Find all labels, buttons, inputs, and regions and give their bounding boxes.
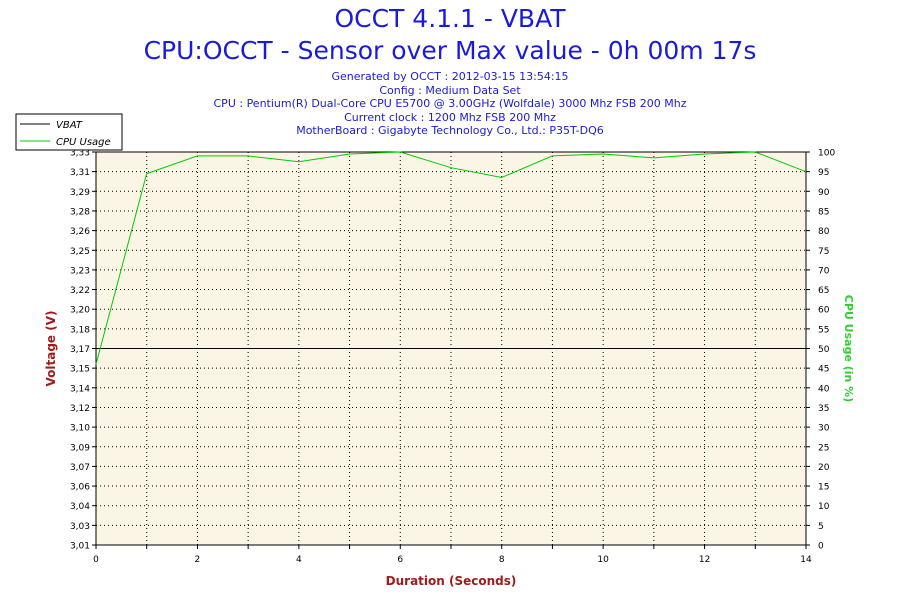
y-tick-label-right: 75 <box>818 247 829 257</box>
y-tick-label-right: 40 <box>818 384 830 394</box>
y-tick-label-left: 3,07 <box>70 463 90 473</box>
x-tick-label: 12 <box>699 555 710 565</box>
y-tick-label-left: 3,31 <box>70 168 90 178</box>
y-tick-label-left: 3,04 <box>70 502 90 512</box>
y-tick-label-right: 25 <box>818 443 829 453</box>
y-tick-label-left: 3,33 <box>70 149 90 159</box>
y-tick-label-right: 60 <box>818 306 830 316</box>
y-tick-label-right: 45 <box>818 365 829 375</box>
y-tick-label-right: 70 <box>818 266 830 276</box>
y-tick-label-left: 3,17 <box>70 345 90 355</box>
legend-label: CPU Usage <box>56 137 111 148</box>
y-tick-label-left: 3,14 <box>70 384 90 394</box>
series-line-cpu-usage <box>95 151 807 365</box>
x-tick-label: 2 <box>195 555 201 565</box>
x-tick-label: 4 <box>296 555 302 565</box>
y-tick-label-right: 95 <box>818 168 829 178</box>
y-tick-label-right: 55 <box>818 325 829 335</box>
y-tick-label-left: 3,25 <box>70 247 90 257</box>
y-tick-label-left: 3,09 <box>70 443 90 453</box>
legend-label: VBAT <box>56 120 83 131</box>
y-tick-label-right: 0 <box>818 542 824 552</box>
x-tick-label: 14 <box>800 555 812 565</box>
y-tick-label-left: 3,03 <box>70 522 90 532</box>
x-tick-label: 6 <box>397 555 403 565</box>
y-tick-label-right: 80 <box>818 227 830 237</box>
y-tick-label-left: 3,01 <box>70 542 90 552</box>
y-tick-label-right: 30 <box>818 424 830 434</box>
info-motherboard: MotherBoard : Gigabyte Technology Co., L… <box>296 124 604 137</box>
y-tick-label-right: 35 <box>818 404 829 414</box>
y-tick-label-right: 65 <box>818 286 829 296</box>
y-tick-label-left: 3,20 <box>70 306 90 316</box>
info-config: Config : Medium Data Set <box>379 83 521 97</box>
y-tick-label-left: 3,22 <box>70 286 90 296</box>
y-tick-label-left: 3,12 <box>70 404 90 414</box>
x-tick-label: 0 <box>93 555 99 565</box>
y-tick-label-right: 5 <box>818 522 824 532</box>
chart-title: OCCT 4.1.1 - VBAT <box>334 4 566 33</box>
legend-box <box>15 113 123 151</box>
y-tick-label-right: 10 <box>818 502 830 512</box>
y-tick-label-left: 3,29 <box>70 188 90 198</box>
y-tick-label-right: 50 <box>818 345 830 355</box>
y-tick-label-right: 85 <box>818 207 829 217</box>
y-tick-label-left: 3,26 <box>70 227 90 237</box>
info-cpu: CPU : Pentium(R) Dual-Core CPU E5700 @ 3… <box>213 97 687 110</box>
y-tick-label-left: 3,23 <box>70 266 90 276</box>
y-tick-label-left: 3,18 <box>70 325 90 335</box>
y-tick-label-left: 3,06 <box>70 483 90 493</box>
y-tick-label-right: 90 <box>818 188 830 198</box>
chart-subtitle: CPU:OCCT - Sensor over Max value - 0h 00… <box>143 36 757 65</box>
y-tick-label-right: 100 <box>818 149 835 159</box>
y-axis-label-left: Voltage (V) <box>44 311 58 387</box>
y-tick-label-right: 20 <box>818 463 830 473</box>
info-current-clock: Current clock : 1200 Mhz FSB 200 Mhz <box>344 110 556 124</box>
y-tick-label-right: 15 <box>818 483 829 493</box>
y-tick-label-left: 3,10 <box>70 424 90 434</box>
info-generated: Generated by OCCT : 2012-03-15 13:54:15 <box>331 70 569 83</box>
y-tick-label-left: 3,28 <box>70 207 90 217</box>
y-axis-label-right: CPU Usage (in %) <box>842 295 855 402</box>
y-tick-label-left: 3,15 <box>70 365 90 375</box>
x-axis-label: Duration (Seconds) <box>386 574 517 588</box>
x-tick-label: 8 <box>499 555 505 565</box>
x-tick-label: 10 <box>597 555 609 565</box>
